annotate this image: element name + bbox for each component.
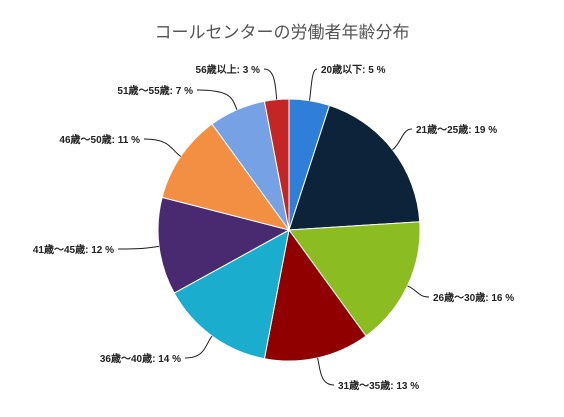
- slice-data-label: 20歳以下: 5 %: [321, 63, 386, 76]
- leader-lines-layer: [117, 68, 430, 386]
- slice-data-label: 51歳～55歳: 7 %: [117, 84, 193, 97]
- leader-line: [407, 285, 430, 298]
- leader-line: [196, 89, 238, 110]
- slice-data-label: 31歳～35歳: 13 %: [338, 379, 419, 392]
- pie-slice[interactable]: [157, 196, 291, 294]
- leader-line: [317, 357, 335, 386]
- chart-title: コールセンターの労働者年齢分布: [154, 23, 410, 43]
- slice-data-label: 36歳～40歳: 14 %: [100, 352, 181, 365]
- slices-layer: [157, 98, 421, 362]
- pie-slice[interactable]: [173, 229, 290, 360]
- slice-data-label: 21歳～25歳: 19 %: [416, 123, 497, 136]
- slice-data-label: 41歳～45歳: 12 %: [33, 243, 114, 256]
- pie-slice[interactable]: [288, 104, 421, 231]
- leader-line: [184, 335, 213, 359]
- leader-line: [143, 138, 181, 157]
- leader-line: [263, 68, 278, 100]
- slice-data-label: 56歳以上: 3 %: [196, 63, 261, 76]
- labels-layer: 20歳以下: 5 % 21歳～25歳: 19 % 26歳～30歳: 16 % 31歳～…: [33, 63, 514, 392]
- leader-line: [392, 128, 413, 151]
- leader-line: [309, 68, 318, 101]
- slice-data-label: 26歳～30歳: 16 %: [433, 291, 514, 304]
- leader-line: [117, 245, 160, 250]
- slice-data-label: 46歳～50歳: 11 %: [59, 133, 140, 146]
